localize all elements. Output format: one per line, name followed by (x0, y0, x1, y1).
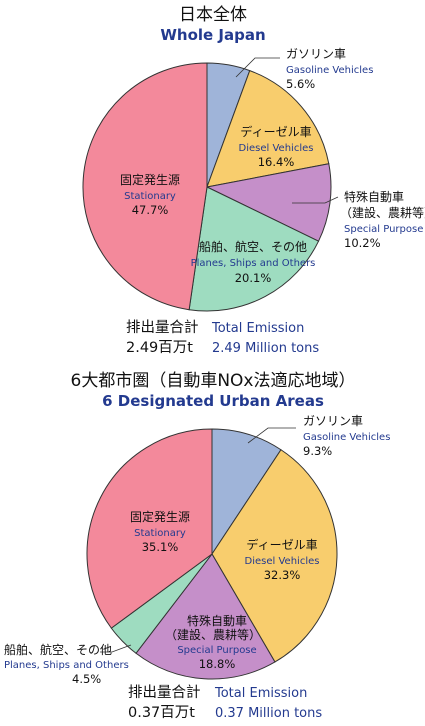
label-en: Diesel Vehicles (239, 143, 314, 154)
label-jp: 固定発生源 (120, 172, 180, 187)
label-en: Special Purpose (177, 645, 256, 656)
label-value: 9.3% (303, 444, 332, 458)
slice-label-diesel: ディーゼル車 Diesel Vehicles 32.3% (245, 537, 320, 582)
slice-label-stationary: 固定発生源 Stationary 35.1% (130, 509, 190, 554)
slice-diesel (211, 449, 338, 663)
pie-slices (82, 62, 332, 312)
chart-urban-areas: 6大都市圏（自動車NOx法適応地域） 6 Designated Urban Ar… (4, 371, 390, 721)
label-value: 32.3% (264, 568, 301, 582)
leader-line (247, 427, 296, 444)
label-value: 18.8% (199, 657, 236, 671)
label-value: 35.1% (142, 540, 179, 554)
leader-line (235, 57, 280, 78)
slice-label-gasoline: ガソリン車 Gasoline Vehicles 5.6% (235, 47, 373, 91)
label-jp: 船舶、航空、その他 (199, 239, 307, 254)
slice-special (205, 163, 332, 242)
slice-label-diesel: ディーゼル車 Diesel Vehicles 16.4% (239, 124, 314, 169)
total-emission: 排出量合計 2.49百万t Total Emission 2.49 Millio… (126, 319, 319, 356)
slice-stationary (82, 62, 208, 311)
total-emission: 排出量合計 0.37百万t Total Emission 0.37 Millio… (128, 684, 322, 721)
total-label-en: Total Emission (214, 686, 307, 701)
slice-label-others: 船舶、航空、その他 Planes, Ships and Others 4.5% (4, 642, 132, 686)
label-jp: ガソリン車 (303, 414, 363, 428)
slice-label-special: 特殊自動車 （建設、農耕等） Special Purpose 10.2% (292, 189, 425, 250)
total-value-en: 2.49 Million tons (212, 341, 319, 356)
chart-subtitle: 6 Designated Urban Areas (102, 392, 324, 410)
slice-label-others: 船舶、航空、その他 Planes, Ships and Others 20.1% (191, 239, 316, 285)
total-value-jp: 0.37百万t (128, 705, 195, 721)
chart-title: 日本全体 (179, 5, 247, 25)
label-value: 16.4% (258, 155, 295, 169)
label-jp: ディーゼル車 (246, 537, 317, 552)
total-value-jp: 2.49百万t (126, 340, 193, 356)
pie-slices (86, 428, 338, 680)
chart-subtitle: Whole Japan (160, 26, 265, 44)
label-en: Special Purpose (344, 224, 423, 235)
label-en: Stationary (134, 528, 186, 539)
slice-stationary (86, 428, 213, 629)
label-jp: 船舶、航空、その他 (4, 642, 112, 657)
label-value: 10.2% (344, 236, 381, 250)
label-en: Diesel Vehicles (245, 556, 320, 567)
label-jp-sub: （建設、農耕等） (165, 627, 261, 642)
chart-title: 6大都市圏（自動車NOx法適応地域） (71, 371, 356, 391)
slice-special (135, 553, 276, 680)
label-jp: ガソリン車 (286, 47, 346, 61)
label-en: Planes, Ships and Others (4, 660, 129, 671)
label-en: Stationary (124, 191, 176, 202)
label-jp: ディーゼル車 (240, 124, 311, 139)
label-value: 47.7% (132, 203, 169, 217)
label-jp-sub: （建設、農耕等） (340, 205, 425, 220)
total-label-jp: 排出量合計 (126, 319, 199, 336)
leader-line (100, 644, 132, 653)
label-en: Gasoline Vehicles (286, 65, 373, 76)
total-value-en: 0.37 Million tons (215, 706, 322, 721)
label-value: 4.5% (72, 672, 101, 686)
label-en: Gasoline Vehicles (303, 432, 390, 443)
label-jp: 特殊自動車 (187, 613, 247, 628)
total-label-en: Total Emission (211, 321, 304, 336)
label-jp: 固定発生源 (130, 509, 190, 524)
slice-label-gasoline: ガソリン車 Gasoline Vehicles 9.3% (247, 414, 390, 458)
slice-diesel (206, 69, 330, 188)
label-jp: 特殊自動車 (344, 189, 404, 204)
slice-others (188, 186, 320, 312)
slice-label-stationary: 固定発生源 Stationary 47.7% (120, 172, 180, 217)
label-value: 5.6% (286, 77, 315, 91)
leader-line (292, 196, 339, 204)
total-label-jp: 排出量合計 (128, 684, 201, 701)
label-en: Planes, Ships and Others (191, 258, 316, 269)
label-value: 20.1% (235, 271, 272, 285)
slice-label-special: 特殊自動車 （建設、農耕等） Special Purpose 18.8% (165, 613, 261, 671)
chart-whole-japan: 日本全体 Whole Japan ガソリン車 Gasoline Vehicles… (82, 5, 425, 356)
